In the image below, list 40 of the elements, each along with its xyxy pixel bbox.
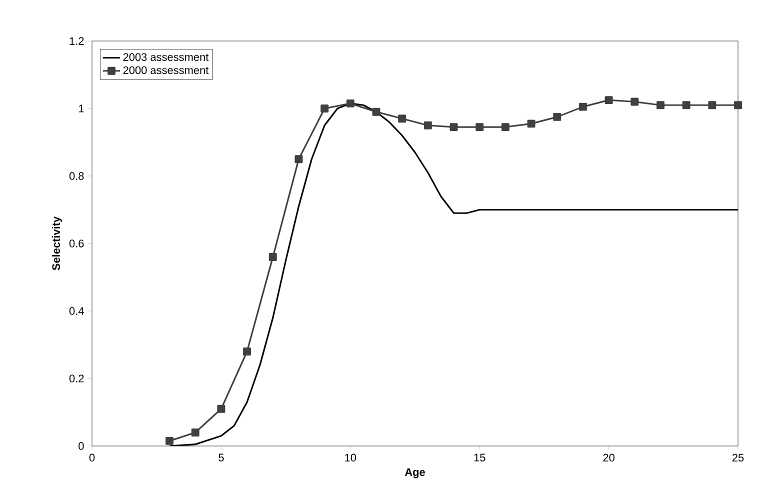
point [372, 108, 380, 116]
point [604, 96, 613, 104]
point [501, 123, 510, 132]
y-tick-label: 1 [78, 104, 84, 112]
legend-label: 2003 assessment [123, 53, 209, 61]
point [553, 112, 562, 121]
point [398, 114, 406, 123]
point [527, 120, 536, 128]
x-axis-title: Age [404, 468, 425, 478]
y-tick-label: 1.2 [70, 37, 84, 45]
legend-label: 2000 assessment [123, 66, 209, 74]
point [476, 123, 484, 132]
point [734, 101, 742, 110]
x-tick-label: 15 [474, 454, 486, 462]
y-axis-title: Selectivity [52, 216, 62, 270]
point [346, 99, 354, 108]
point [268, 253, 277, 261]
point [424, 121, 432, 130]
y-tick-label: 0 [78, 442, 84, 450]
point [191, 428, 200, 436]
x-tick-label: 10 [345, 454, 356, 462]
x-tick-label: 0 [89, 454, 95, 462]
point [320, 104, 329, 112]
point [708, 101, 716, 110]
point [294, 155, 303, 164]
point [243, 348, 252, 356]
point [450, 123, 458, 132]
point [578, 102, 587, 111]
y-tick-label: 0.8 [69, 172, 84, 180]
point [217, 404, 226, 413]
y-tick-label: 0.6 [69, 240, 84, 248]
point [682, 101, 690, 110]
x-tick-label: 5 [218, 454, 224, 462]
y-tick-label: 0.2 [69, 374, 84, 382]
x-tick-label: 25 [732, 454, 744, 462]
x-tick-label: 20 [603, 454, 614, 462]
point [166, 436, 174, 445]
y-tick-label: 0.4 [69, 307, 84, 315]
point [656, 101, 664, 110]
point [630, 98, 639, 106]
